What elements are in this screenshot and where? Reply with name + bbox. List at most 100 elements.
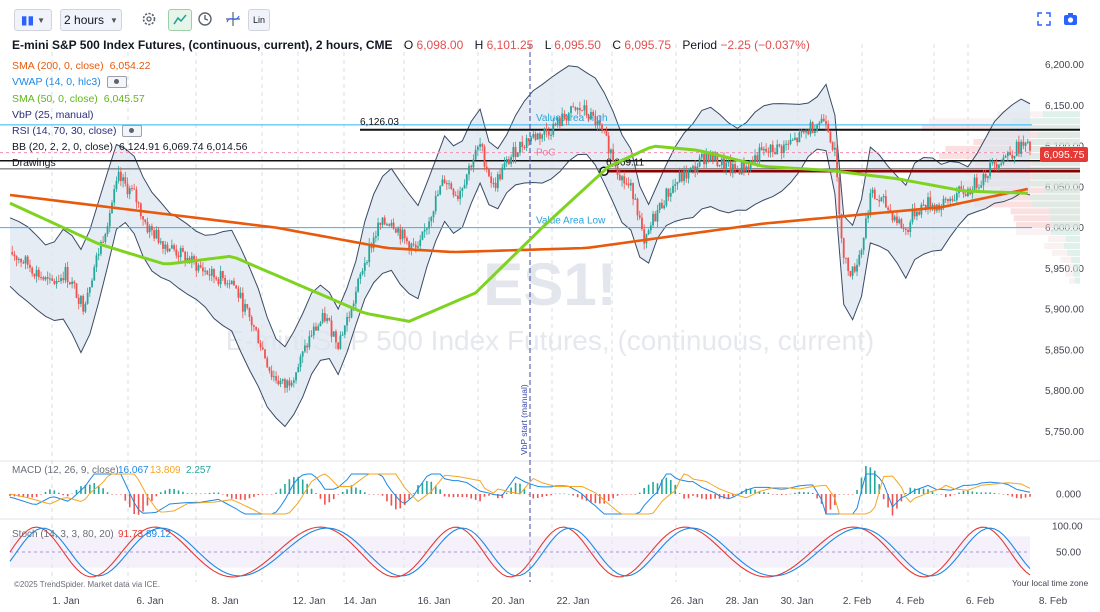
macd-histogram-bar bbox=[1015, 494, 1018, 499]
legend-vwap[interactable]: VWAP (14, 0, hlc3) bbox=[12, 76, 127, 89]
fullscreen-button[interactable] bbox=[1034, 9, 1054, 29]
eye-icon[interactable] bbox=[106, 76, 127, 89]
macd-histogram-bar bbox=[448, 494, 450, 497]
macd-histogram-bar bbox=[998, 493, 1000, 495]
candle-body bbox=[751, 159, 754, 163]
candle-body bbox=[634, 198, 637, 200]
candle-body bbox=[410, 243, 413, 251]
legend-vbp[interactable]: VbP (25, manual) bbox=[12, 109, 94, 121]
settings-button[interactable] bbox=[138, 9, 160, 29]
candle-body bbox=[15, 256, 18, 260]
candle-body bbox=[253, 325, 255, 327]
candle-body bbox=[108, 213, 111, 227]
y-tick-label: 6,200.00 bbox=[1045, 60, 1084, 71]
candle-body bbox=[1004, 155, 1007, 158]
candle-body bbox=[199, 265, 202, 268]
stoch-legend-name: Stoch (14, 3, 3, 80, 20) bbox=[12, 529, 114, 540]
candle-body bbox=[641, 217, 643, 230]
legend-rsi[interactable]: RSI (14, 70, 30, close) bbox=[12, 125, 143, 138]
scale-mode-button[interactable]: Lin bbox=[248, 9, 270, 31]
macd-histogram-bar bbox=[936, 493, 938, 495]
candle-body bbox=[902, 228, 905, 230]
candle-body bbox=[680, 172, 683, 182]
candle-body bbox=[479, 144, 481, 147]
legend-drawings[interactable]: Drawings bbox=[12, 157, 56, 169]
macd-histogram-value: 2.257 bbox=[186, 465, 211, 476]
candle-body bbox=[472, 159, 475, 168]
macd-histogram-bar bbox=[865, 466, 867, 494]
candle-body bbox=[117, 171, 120, 181]
vbp-bar bbox=[1016, 222, 1080, 229]
chart-type-button[interactable]: ▮▮ ▼ bbox=[14, 9, 52, 31]
candle-body bbox=[476, 146, 479, 150]
candle-body bbox=[173, 245, 175, 250]
candle-body bbox=[57, 281, 60, 283]
candle-body bbox=[718, 165, 721, 167]
candle-body bbox=[423, 229, 426, 232]
macd-histogram-bar bbox=[84, 484, 87, 494]
snapshot-button[interactable] bbox=[1060, 9, 1080, 29]
legend-sma50[interactable]: SMA (50, 0, close) 6,045.57 bbox=[12, 93, 145, 105]
candle-body bbox=[146, 221, 149, 233]
candle-body bbox=[567, 113, 570, 121]
vbp-bar bbox=[1048, 208, 1080, 215]
legend-bb[interactable]: BB (20, 2, 2, 0, close) 6,124.91 6,069.74… bbox=[12, 141, 247, 153]
candle-body bbox=[993, 160, 996, 165]
candle-body bbox=[84, 303, 87, 312]
macd-histogram-bar bbox=[332, 494, 335, 500]
candle-body bbox=[856, 264, 858, 272]
macd-histogram-bar bbox=[381, 494, 384, 496]
candle-body bbox=[822, 118, 825, 122]
candle-body bbox=[989, 162, 991, 177]
macd-histogram-bar bbox=[647, 484, 650, 494]
auto-analysis-button[interactable] bbox=[168, 9, 192, 31]
candle-body bbox=[869, 193, 872, 216]
candle-body bbox=[445, 183, 448, 185]
candle-body bbox=[787, 143, 790, 145]
watermark-symbol: ES1! bbox=[483, 251, 616, 318]
macd-histogram-bar bbox=[44, 491, 47, 494]
macd-histogram-bar bbox=[927, 489, 929, 494]
legend-sma50-value: 6,045.57 bbox=[103, 93, 145, 105]
macd-histogram-bar bbox=[807, 492, 810, 494]
candle-body bbox=[326, 318, 328, 322]
macd-histogram-bar bbox=[732, 494, 734, 497]
candle-body bbox=[157, 229, 160, 243]
candle-body bbox=[1022, 141, 1025, 146]
bollinger-band-fill bbox=[10, 65, 1030, 427]
candle-body bbox=[587, 115, 590, 120]
bollinger-upper-line bbox=[9, 65, 1031, 348]
legend-sma200[interactable]: SMA (200, 0, close) 6,054.22 bbox=[12, 60, 151, 72]
candle-body bbox=[335, 331, 337, 343]
candle-body bbox=[228, 283, 231, 285]
candle-body bbox=[135, 189, 138, 203]
timezone-note[interactable]: Your local time zone bbox=[1012, 578, 1089, 588]
candle-body bbox=[592, 111, 595, 116]
macd-histogram-bar bbox=[745, 488, 747, 494]
eye-icon[interactable] bbox=[122, 125, 143, 138]
candle-body bbox=[782, 144, 785, 154]
crosshair-button[interactable] bbox=[222, 9, 244, 29]
interval-select[interactable]: 2 hours ▼ bbox=[60, 9, 122, 31]
macd-histogram-bar bbox=[62, 494, 65, 496]
vbp-bar bbox=[1030, 194, 1080, 201]
candle-body bbox=[740, 162, 743, 175]
candle-body bbox=[612, 149, 615, 161]
candle-body bbox=[576, 107, 579, 110]
candle-body bbox=[155, 229, 158, 239]
candle-body bbox=[771, 144, 774, 153]
macd-histogram-bar bbox=[253, 494, 255, 497]
candle-body bbox=[1020, 141, 1023, 154]
candle-body bbox=[386, 224, 388, 226]
candle-body bbox=[559, 118, 561, 127]
macd-histogram-bar bbox=[931, 491, 934, 494]
candle-body bbox=[1018, 141, 1020, 154]
macd-histogram-bar bbox=[687, 494, 690, 499]
poc-label: PoC bbox=[536, 148, 555, 159]
candle-body bbox=[312, 326, 315, 336]
candle-body bbox=[847, 258, 850, 272]
clock-button[interactable] bbox=[194, 9, 216, 29]
candle-body bbox=[550, 134, 552, 136]
candle-body bbox=[818, 122, 821, 125]
